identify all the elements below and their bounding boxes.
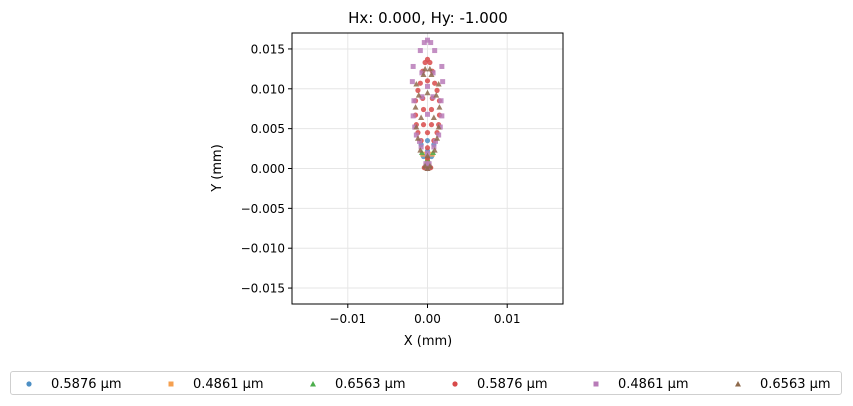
legend-entry: 0.5876 µm [449, 375, 548, 393]
data-point [424, 138, 431, 144]
data-point [419, 94, 425, 100]
legend-label: 0.4861 µm [618, 376, 689, 392]
legend-entry: 0.6563 µm [732, 375, 831, 393]
data-point [426, 161, 432, 167]
circle-marker-icon [23, 378, 35, 390]
data-point [418, 144, 424, 150]
data-point [415, 87, 421, 93]
y-axis-label: Y (mm) [210, 144, 225, 193]
data-point [426, 163, 433, 169]
data-point [417, 80, 423, 86]
data-point [428, 40, 434, 46]
y-tick-label: −0.010 [241, 242, 285, 256]
x-tick-label: 0.01 [494, 312, 521, 326]
data-point [417, 138, 423, 144]
data-point [432, 80, 438, 86]
data-point [425, 111, 430, 117]
legend-label: 0.4861 µm [193, 376, 264, 392]
y-tick-label: −0.015 [241, 282, 285, 296]
data-point [430, 114, 437, 120]
data-point [425, 83, 430, 89]
axis-ticks: −0.01 0.00 0.01 0.015 0.010 0.005 0.000 −0.005 −… [241, 42, 521, 326]
legend-label: 0.6563 µm [335, 376, 406, 392]
data-point [424, 56, 431, 62]
data-point [424, 78, 431, 84]
x-tick-label: 0.00 [414, 312, 441, 326]
data-point [431, 144, 437, 150]
data-point [428, 106, 435, 113]
data-point [411, 98, 417, 104]
data-point [428, 122, 435, 128]
legend-entry: 0.4861 µm [165, 375, 264, 393]
y-tick-label: 0.015 [251, 42, 285, 56]
data-point [428, 71, 435, 77]
data-point [415, 92, 422, 98]
y-tick-label: 0.010 [251, 82, 285, 96]
legend-entry: 0.4861 µm [590, 375, 689, 393]
data-point [424, 152, 431, 159]
data-point [424, 89, 431, 96]
data-point [436, 104, 443, 110]
data-point [424, 130, 431, 136]
data-point [419, 70, 425, 76]
data-point [413, 132, 419, 138]
y-tick-label: 0.000 [251, 162, 285, 176]
triangle-marker-icon [307, 378, 319, 390]
data-point [430, 94, 436, 100]
data-point [433, 92, 440, 98]
data-point [409, 79, 415, 85]
data-point [420, 106, 427, 113]
data-point [410, 113, 416, 119]
data-point [413, 124, 420, 130]
data-point [420, 71, 427, 77]
data-point [439, 63, 445, 69]
legend-label: 0.5876 µm [477, 376, 548, 392]
data-point [436, 132, 442, 138]
data-point [434, 135, 441, 141]
legend: 0.5876 µm 0.4861 µm 0.6563 µm 0.5876 µm … [10, 371, 842, 395]
triangle-marker-icon [732, 378, 744, 390]
data-point [417, 147, 424, 153]
y-tick-label: −0.005 [241, 202, 285, 216]
data-point [431, 147, 438, 153]
data-point [435, 81, 442, 87]
data-point [438, 98, 444, 104]
data-point [434, 87, 440, 93]
data-point [422, 65, 429, 72]
data-point [432, 48, 438, 54]
data-point [421, 40, 427, 46]
data-point [423, 161, 429, 167]
data-point [414, 135, 421, 141]
data-point [432, 138, 438, 144]
data-point [435, 124, 442, 130]
data-point [439, 113, 445, 119]
legend-label: 0.6563 µm [760, 376, 831, 392]
data-point [420, 122, 427, 128]
data-points [409, 37, 446, 172]
circle-marker-icon [449, 378, 461, 390]
data-point [410, 63, 416, 69]
data-point [430, 70, 436, 76]
data-point [424, 145, 431, 151]
data-point [422, 163, 429, 169]
legend-entry: 0.6563 µm [307, 375, 406, 393]
legend-label: 0.5876 µm [51, 376, 122, 392]
y-tick-label: 0.005 [251, 122, 285, 136]
data-point [413, 81, 420, 87]
x-axis-label: X (mm) [404, 334, 453, 349]
data-point [412, 104, 419, 110]
square-marker-icon [165, 378, 177, 390]
chart-title: Hx: 0.000, Hy: -1.000 [348, 9, 508, 27]
x-tick-label: −0.01 [329, 312, 366, 326]
legend-entry: 0.5876 µm [23, 375, 122, 393]
data-point [426, 65, 433, 72]
data-point [418, 114, 425, 120]
data-point [440, 79, 446, 85]
square-marker-icon [590, 378, 602, 390]
data-point [425, 37, 430, 43]
data-point [417, 48, 423, 54]
